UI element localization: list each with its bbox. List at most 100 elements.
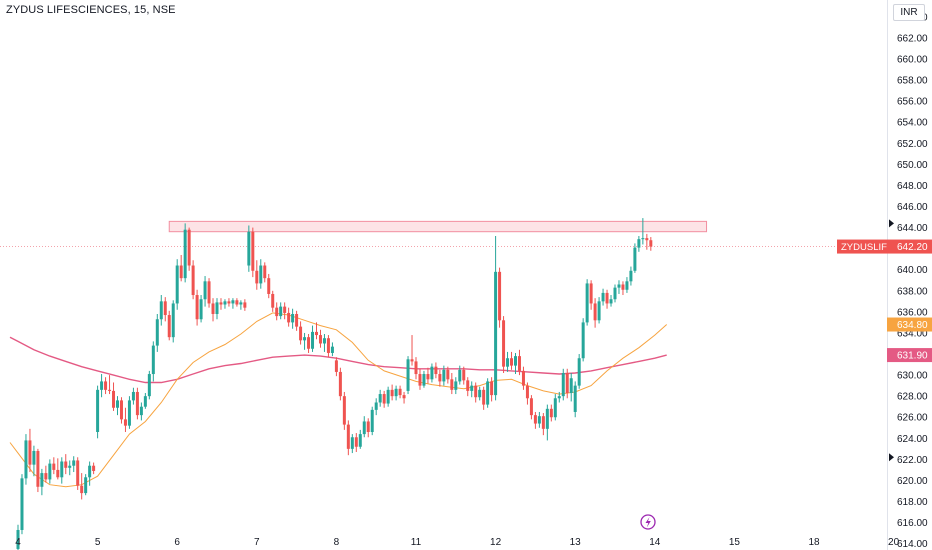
y-tick-label: 644.00 [897,223,928,234]
candle [613,284,617,303]
candle [629,266,633,286]
candle [390,384,394,401]
candle [569,372,573,402]
y-tick-label: 654.00 [897,118,928,129]
candle [382,390,386,408]
candle-body [382,394,386,404]
candle-body [414,361,418,375]
candle-body [334,360,338,372]
candle [430,363,434,383]
candle [525,382,529,405]
candle-body [362,421,366,435]
candle [498,267,502,328]
candle-body [561,372,565,397]
candle [20,474,24,535]
y-tick-label: 652.00 [897,139,928,150]
candle [577,354,581,389]
candle [330,342,334,357]
candle [358,429,362,449]
candle [315,322,318,340]
y-tick-label: 634.00 [897,328,928,339]
candle-body [32,450,36,465]
candle [422,370,426,388]
candle-body [76,460,80,486]
candle-body [474,385,478,398]
candle [271,290,275,312]
candle-body [163,301,167,316]
candle-body [470,385,474,391]
candle [104,377,108,395]
candle-body [529,398,533,416]
x-tick-label: 11 [411,537,422,548]
candle-body [159,301,163,320]
candle [251,227,255,278]
candle-body [80,485,84,494]
candle-body [426,374,430,380]
candle-body [378,394,382,403]
candle-body [318,335,322,344]
candle [72,456,76,473]
candle-body [28,440,32,465]
candle-body [533,415,537,424]
candle-body [605,292,609,304]
candle-body [291,313,295,323]
candle [119,397,123,424]
y-tick-label: 656.00 [897,97,928,108]
candle-body [263,265,267,279]
currency-selector[interactable]: INR [893,4,925,21]
candle-body [251,231,255,271]
candle [100,374,104,398]
candle-body [541,416,545,429]
y-tick-label: 650.00 [897,160,928,171]
candles-layer [16,218,653,550]
candle [139,402,143,421]
candle-body [370,409,374,432]
y-tick-label: 622.00 [897,455,928,466]
candle-body [199,299,203,320]
candle [52,457,56,475]
candle [127,396,131,429]
candle [235,298,239,307]
candle-body [123,419,127,426]
candle-body [557,396,561,399]
x-tick-label: 20 [888,537,900,548]
candle [450,372,454,395]
candle [609,295,613,307]
x-tick-label: 6 [174,537,180,548]
candle-body [494,271,498,396]
candle [446,366,450,384]
y-tick-label: 620.00 [897,476,928,487]
candle-body [40,473,44,487]
candle [354,433,358,453]
candle-body [386,389,390,404]
candle-body [410,359,414,362]
candle-body [100,381,104,390]
candle-body [346,424,350,449]
candle-body [183,229,187,279]
candle-body [629,270,633,282]
candle-body [553,398,557,418]
candle [541,413,545,436]
candle-body [279,306,283,317]
candle-body [517,356,521,371]
candle-body [84,477,88,494]
candle-body [143,396,147,407]
ma-fast-label: 634.80 [887,317,932,332]
candle [123,407,127,432]
candle-body [374,402,378,410]
candle-body [211,303,215,314]
last-price-label: 642.20 [887,239,932,254]
candle [76,457,80,490]
candle-body [235,300,239,305]
candle [649,237,653,251]
candle-body [342,396,346,425]
candle-body [60,461,64,478]
candle [195,289,199,326]
candle-body [502,320,506,367]
candle-body [64,461,68,468]
candle-body [255,270,259,284]
candle [116,396,119,416]
candle-body [338,371,342,397]
candle [621,281,625,296]
